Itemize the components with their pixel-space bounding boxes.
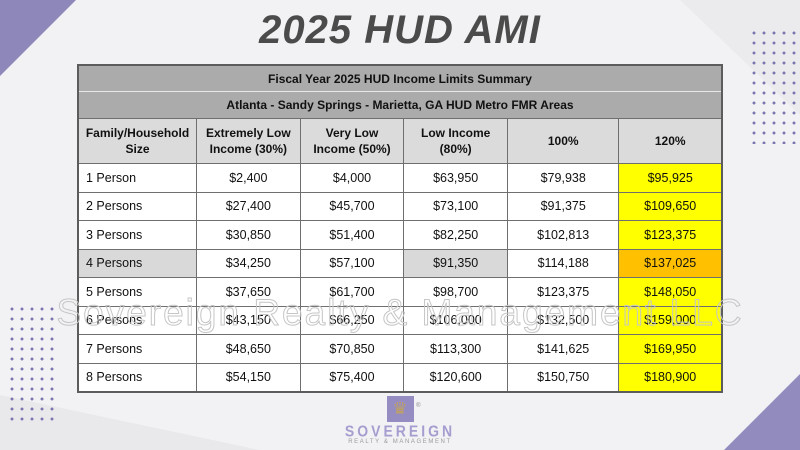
income-value-cell: $120,600	[403, 362, 508, 392]
income-value-cell: $73,100	[403, 191, 508, 221]
income-value-cell: $2,400	[195, 163, 301, 193]
income-value-cell: $82,250	[403, 220, 508, 250]
table-body: 1 Person $2,400 $4,000 $63,950 $79,938 $95,92…	[77, 163, 723, 392]
table-row: 6 Persons $43,150 $66,250 $106,000 $132,500 $…	[77, 305, 723, 335]
household-size-cell: 2 Persons	[77, 191, 197, 221]
income-value-cell: $132,500	[506, 305, 620, 335]
income-value-cell: $109,650	[618, 191, 723, 221]
income-value-cell: $57,100	[299, 248, 405, 278]
column-header-extremely-low: Extremely Low Income (30%)	[195, 118, 301, 164]
income-value-cell: $102,813	[506, 220, 620, 250]
company-logo: ♛ ® SOVEREIGN REALTY & MANAGEMENT	[0, 396, 800, 445]
income-value-cell: $79,938	[506, 163, 620, 193]
household-size-cell: 8 Persons	[77, 362, 197, 392]
income-value-cell: $95,925	[618, 163, 723, 193]
income-value-cell: $169,950	[618, 334, 723, 364]
income-value-cell: $123,375	[506, 277, 620, 307]
income-value-cell: $91,375	[506, 191, 620, 221]
table-row: 4 Persons $34,250 $57,100 $91,350 $114,188 $1…	[77, 248, 723, 278]
income-value-cell: $43,150	[195, 305, 301, 335]
income-value-cell: $180,900	[618, 362, 723, 392]
column-header-100: 100%	[506, 118, 620, 164]
income-value-cell: $75,400	[299, 362, 405, 392]
column-header-low: Low Income (80%)	[403, 118, 508, 164]
registered-trademark-icon: ®	[416, 403, 421, 409]
table-title: Fiscal Year 2025 HUD Income Limits Summa…	[77, 64, 723, 92]
income-value-cell: $148,050	[618, 277, 723, 307]
income-value-cell: $113,300	[403, 334, 508, 364]
page-title: 2025 HUD AMI	[259, 8, 541, 52]
household-size-cell: 1 Person	[77, 163, 197, 193]
table-title-row: Fiscal Year 2025 HUD Income Limits Summa…	[77, 64, 723, 92]
dot-grid-left	[7, 304, 55, 424]
income-value-cell: $34,250	[195, 248, 301, 278]
table-row: 5 Persons $37,650 $61,700 $98,700 $123,375 $1…	[77, 277, 723, 307]
household-size-cell: 3 Persons	[77, 220, 197, 250]
table-row: 2 Persons $27,400 $45,700 $73,100 $91,375 $10…	[77, 191, 723, 221]
crown-icon: ♛ ®	[386, 396, 421, 422]
income-value-cell: $51,400	[299, 220, 405, 250]
column-header-120: 120%	[618, 118, 723, 164]
logo-name: SOVEREIGN	[344, 421, 456, 441]
dot-grid-right	[749, 28, 800, 144]
income-value-cell: $106,000	[403, 305, 508, 335]
household-size-cell: 4 Persons	[77, 248, 197, 278]
income-value-cell: $61,700	[299, 277, 405, 307]
column-header-very-low: Very Low Income (50%)	[299, 118, 405, 164]
income-value-cell: $141,625	[506, 334, 620, 364]
table-row: 1 Person $2,400 $4,000 $63,950 $79,938 $95,92…	[77, 163, 723, 193]
income-value-cell: $70,850	[299, 334, 405, 364]
income-value-cell: $114,188	[506, 248, 620, 278]
logo-subtitle: REALTY & MANAGEMENT	[348, 439, 452, 445]
income-value-cell: $91,350	[403, 248, 508, 278]
household-size-cell: 6 Persons	[77, 305, 197, 335]
income-value-cell: $98,700	[403, 277, 508, 307]
table-subtitle: Atlanta - Sandy Springs - Marietta, GA H…	[77, 91, 723, 119]
income-value-cell: $4,000	[299, 163, 405, 193]
income-value-cell: $66,250	[299, 305, 405, 335]
column-header-row: Family/Household Size Extremely Low Inco…	[77, 118, 723, 164]
income-value-cell: $48,650	[195, 334, 301, 364]
household-size-cell: 5 Persons	[77, 277, 197, 307]
income-value-cell: $45,700	[299, 191, 405, 221]
income-value-cell: $123,375	[618, 220, 723, 250]
column-header-household-size: Family/Household Size	[77, 118, 197, 164]
hud-income-limits-table: Fiscal Year 2025 HUD Income Limits Summa…	[77, 64, 723, 393]
household-size-cell: 7 Persons	[77, 334, 197, 364]
income-value-cell: $150,750	[506, 362, 620, 392]
income-value-cell: $54,150	[195, 362, 301, 392]
income-value-cell: $63,950	[403, 163, 508, 193]
income-value-cell: $27,400	[195, 191, 301, 221]
income-value-cell: $137,025	[618, 248, 723, 278]
table-subtitle-row: Atlanta - Sandy Springs - Marietta, GA H…	[77, 91, 723, 119]
table-row: 3 Persons $30,850 $51,400 $82,250 $102,813 $1…	[77, 220, 723, 250]
table-row: 8 Persons $54,150 $75,400 $120,600 $150,750 $…	[77, 362, 723, 392]
income-value-cell: $37,650	[195, 277, 301, 307]
income-value-cell: $159,000	[618, 305, 723, 335]
income-value-cell: $30,850	[195, 220, 301, 250]
table-row: 7 Persons $48,650 $70,850 $113,300 $141,625 $…	[77, 334, 723, 364]
